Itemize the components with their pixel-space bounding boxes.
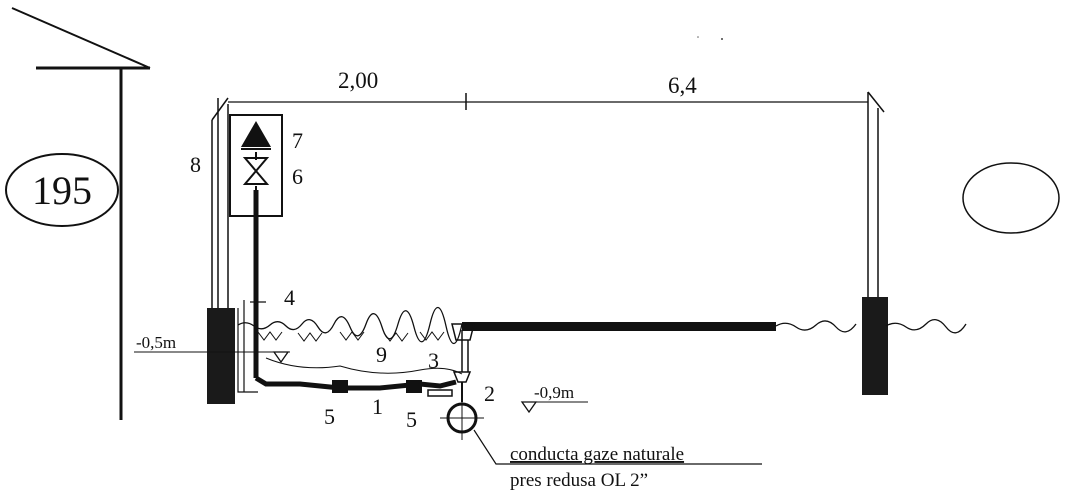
plot-number-ellipse: [5, 153, 119, 227]
main-gas-pipe: [440, 402, 484, 440]
pipe-joint-right: [406, 380, 422, 393]
caption-line-1: conducta gaze naturale: [510, 444, 684, 465]
trench-outline: [237, 300, 266, 393]
callout-7: 7: [292, 128, 303, 153]
callout-3: 3: [428, 348, 439, 373]
branch-saddle: [427, 323, 475, 402]
dimension-right-label: 6,4: [668, 73, 697, 98]
callout-2: 2: [484, 381, 495, 406]
callout-6: 6: [292, 164, 303, 189]
level-marker-upper: [134, 351, 290, 364]
callout-1: 1: [372, 394, 383, 419]
level-lower-label: -0,9m: [534, 383, 574, 402]
right-fence-post: [862, 91, 888, 395]
ground-surface: [237, 306, 967, 345]
pipe-joint-left: [332, 380, 348, 393]
empty-ellipse: [962, 162, 1060, 234]
level-upper-label: -0,5m: [136, 333, 176, 352]
callout-8: 8: [190, 152, 201, 177]
caption-leader: [473, 429, 762, 465]
callout-5-right: 5: [406, 407, 417, 432]
dimension-left-label: 2,00: [338, 68, 378, 93]
scan-speck-2: [697, 36, 699, 38]
gas-regulator-icon: [241, 121, 271, 150]
callout-4: 4: [284, 285, 295, 310]
dimension-line: [228, 93, 868, 110]
house-outline: [11, 7, 151, 420]
paved-strip: [462, 322, 776, 331]
caption-line-2: pres redusa OL 2”: [510, 470, 648, 491]
scan-speck: [721, 38, 723, 40]
plot-number-label: 195: [32, 168, 92, 213]
callout-9: 9: [376, 342, 387, 367]
service-pipe: [253, 186, 457, 391]
left-fence-post: [207, 97, 235, 404]
shut-off-valve-icon: [242, 152, 270, 185]
level-marker-lower: [520, 401, 588, 414]
callout-5-left: 5: [324, 404, 335, 429]
